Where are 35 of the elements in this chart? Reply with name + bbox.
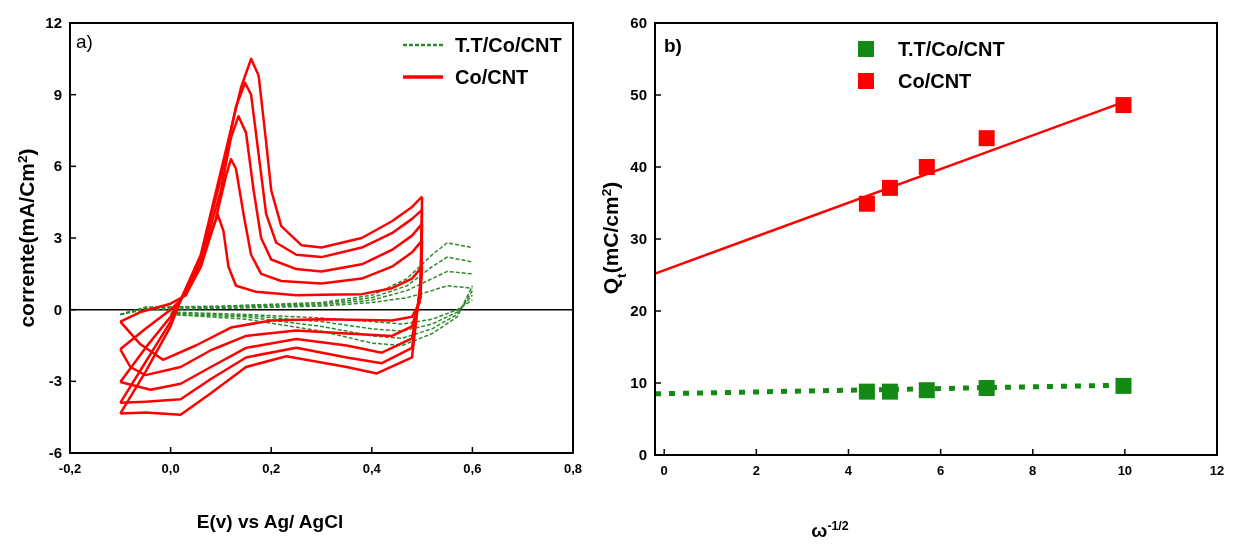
- x-axis-title: E(v) vs Ag/ AgCl: [196, 511, 344, 532]
- legend-label: T.T/Co/CNT: [898, 38, 1005, 60]
- y-tick-label: 10: [630, 374, 647, 391]
- y-tick-label: 9: [53, 85, 62, 103]
- y-tick-label: -3: [48, 372, 62, 390]
- y-tick-label: 0: [53, 300, 62, 318]
- annotation: b): [664, 35, 682, 56]
- x-tick-label: 6: [936, 463, 945, 478]
- annotation: a): [76, 31, 93, 52]
- x-tick-label: 8: [1029, 463, 1037, 478]
- y-tick-label: 50: [630, 86, 647, 103]
- y-tick-label: 40: [630, 158, 647, 175]
- x-tick-label: 2: [752, 463, 760, 478]
- x-tick-label: 0,4: [362, 461, 382, 476]
- x-tick-label: 12: [1209, 463, 1225, 478]
- x-tick-label: 0,0: [161, 461, 180, 476]
- y-tick-label: 6: [53, 157, 62, 175]
- x-tick-label: 0,6: [463, 461, 482, 476]
- y-tick-label: -6: [48, 444, 62, 461]
- y-tick-label: 30: [630, 230, 647, 247]
- y-tick-label: 3: [53, 229, 62, 246]
- x-tick-label: 4: [844, 463, 853, 478]
- x-axis-title: ω$^{-1/2}$: [811, 519, 849, 541]
- y-tick-label: 60: [630, 14, 647, 31]
- x-tick-label: 0: [660, 463, 668, 478]
- y-tick-label: 0: [638, 446, 647, 463]
- x-tick-label: -0,2: [58, 461, 82, 476]
- legend-label: T.T/Co/CNT: [455, 34, 562, 56]
- x-tick-label: 10: [1117, 463, 1133, 478]
- legend-label: Co/CNT: [455, 66, 529, 88]
- x-tick-label: 0,8: [563, 461, 583, 476]
- y-tick-label: 20: [630, 302, 647, 319]
- legend-label: Co/CNT: [898, 70, 972, 92]
- y-tick-label: 12: [45, 14, 62, 31]
- x-tick-label: 0,2: [262, 461, 281, 476]
